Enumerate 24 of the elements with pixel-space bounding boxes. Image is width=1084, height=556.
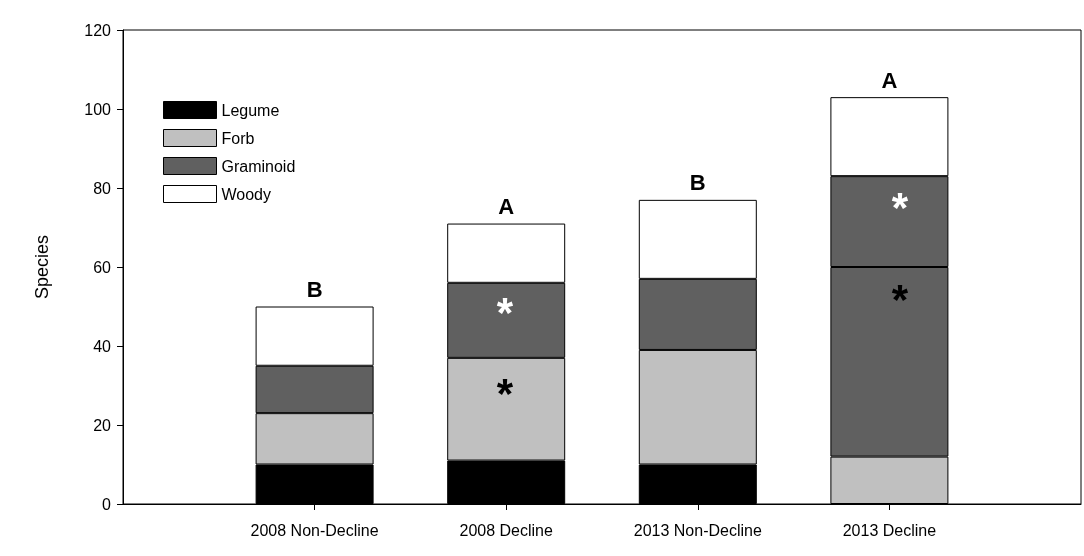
- x-tick-label: 2008 Non-Decline: [250, 521, 379, 539]
- y-tick-label: 80: [93, 179, 112, 197]
- annotation: *: [891, 275, 909, 323]
- legend-label: Woody: [221, 185, 272, 203]
- annotation: A: [881, 67, 898, 93]
- x-tick-label: 2013 Non-Decline: [633, 521, 762, 539]
- legend-label: Forb: [221, 129, 255, 147]
- y-tick-label: 0: [102, 495, 112, 513]
- annotation: B: [306, 277, 323, 302]
- y-axis-title: Species: [32, 234, 52, 300]
- annotation: B: [689, 170, 706, 196]
- annotation: *: [496, 288, 514, 336]
- x-tick-label: 2008 Decline: [459, 521, 553, 539]
- y-tick-label: 100: [84, 100, 112, 118]
- legend-label: Graminoid: [221, 157, 296, 175]
- legend-label: Legume: [221, 101, 280, 119]
- y-tick-label: 40: [93, 337, 112, 355]
- x-tick-label: 2013 Decline: [842, 521, 937, 539]
- annotation: A: [498, 194, 515, 220]
- y-tick-label: 20: [93, 416, 112, 434]
- annotation: *: [496, 369, 514, 417]
- annotation: *: [891, 183, 909, 231]
- y-tick-label: 60: [93, 258, 112, 276]
- y-tick-label: 120: [84, 21, 112, 39]
